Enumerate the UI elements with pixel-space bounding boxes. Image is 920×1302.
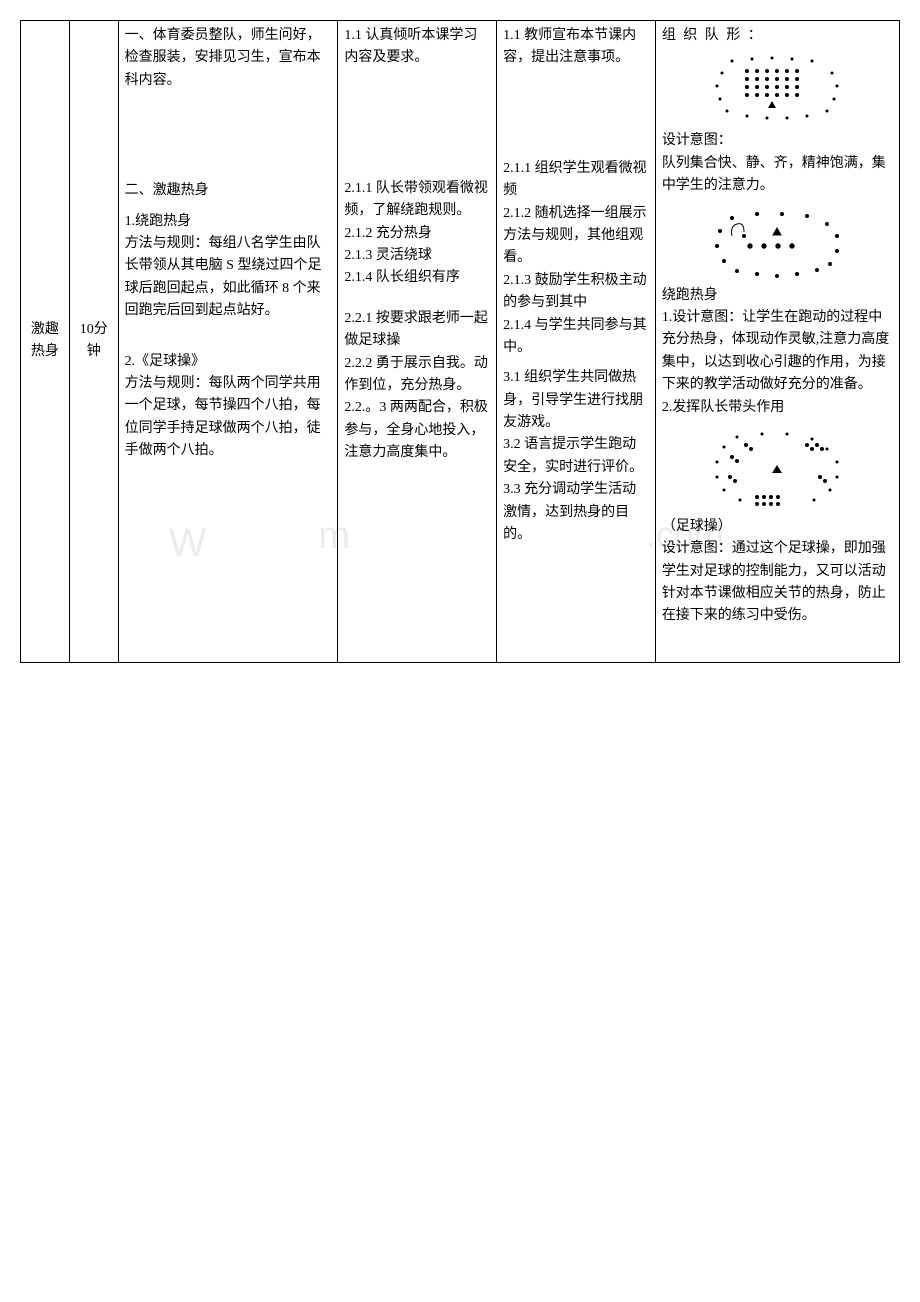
duration-label: 10分钟	[76, 319, 112, 364]
design-3-body: 设计意图：通过这个足球操，即加强学生对足球的控制能力，又可以活动针对本节课做相应…	[662, 538, 893, 628]
teacher-1-1: 1.1 教师宣布本节课内容，提出注意事项。	[503, 25, 649, 70]
design-2-1: 1.设计意图：让学生在跑动的过程中充分热身，体现动作灵敏,注意力高度集中，以达到…	[662, 307, 893, 397]
student-2-1-4: 2.1.4 队长组织有序	[344, 267, 490, 289]
duration-cell: 10分钟	[69, 21, 118, 663]
student-2-2-2: 2.2.2 勇于展示自我。动作到位，充分热身。	[344, 353, 490, 398]
formation-diagram-3	[702, 427, 852, 512]
teacher-2-1-4: 2.1.4 与学生共同参与其中。	[503, 315, 649, 360]
design-cell: .com 组 织 队 形 ：	[655, 21, 899, 663]
teacher-3-1: 3.1 组织学生共同做热身，引导学生进行找朋友游戏。	[503, 367, 649, 434]
teacher-2-1-2: 2.1.2 随机选择一组展示方法与规则，其他组观看。	[503, 203, 649, 270]
table-row: 激趣热身 10分钟 W 一、体育委员整队，师生问好，检查服装，安排见习生，宣布本…	[21, 21, 900, 663]
formation-diagram-2	[702, 206, 852, 281]
design-2-title: 绕跑热身	[662, 285, 893, 307]
watermark-text: W	[169, 511, 207, 575]
content-part1: 一、体育委员整队，师生问好，检查服装，安排见习生，宣布本科内容。	[125, 25, 332, 92]
design-2-2: 2.发挥队长带头作用	[662, 397, 893, 419]
content-sub1-label: 1.绕跑热身	[125, 211, 332, 233]
student-activity-cell: m 1.1 认真倾听本课学习内容及要求。 2.1.1 队长带领观看微视频，了解绕…	[338, 21, 497, 663]
content-part2-title: 二、激趣热身	[125, 180, 332, 202]
phase-cell: 激趣热身	[21, 21, 70, 663]
student-2-2-1: 2.2.1 按要求跟老师一起做足球操	[344, 308, 490, 353]
lesson-plan-table: 激趣热身 10分钟 W 一、体育委员整队，师生问好，检查服装，安排见习生，宣布本…	[20, 20, 900, 663]
formation-diagram-1	[702, 51, 852, 126]
formation-label: 组 织 队 形 ：	[662, 25, 893, 47]
content-cell: W 一、体育委员整队，师生问好，检查服装，安排见习生，宣布本科内容。 二、激趣热…	[118, 21, 338, 663]
student-2-1-2: 2.1.2 充分热身	[344, 223, 490, 245]
teacher-3-3: 3.3 充分调动学生活动激情，达到热身的目的。	[503, 479, 649, 546]
phase-label: 激趣热身	[27, 319, 63, 364]
design-3-label: （足球操）	[662, 516, 893, 538]
content-sub2-method: 方法与规则：每队两个同学共用一个足球，每节操四个八拍，每位同学手持足球做两个八拍…	[125, 373, 332, 463]
student-2-1-3: 2.1.3 灵活绕球	[344, 245, 490, 267]
content-sub2-label: 2.《足球操》	[125, 351, 332, 373]
student-1-1: 1.1 认真倾听本课学习内容及要求。	[344, 25, 490, 70]
design-1-body: 队列集合快、静、齐，精神饱满，集中学生的注意力。	[662, 153, 893, 198]
teacher-2-1-1: 2.1.1 组织学生观看微视频	[503, 158, 649, 203]
teacher-activity-cell: 1.1 教师宣布本节课内容，提出注意事项。 2.1.1 组织学生观看微视频 2.…	[497, 21, 656, 663]
teacher-2-1-3: 2.1.3 鼓励学生积极主动的参与到其中	[503, 270, 649, 315]
design-1-title: 设计意图：	[662, 130, 893, 152]
content-sub1-method: 方法与规则：每组八名学生由队长带领从其电脑 S 型绕过四个足球后跑回起点，如此循…	[125, 233, 332, 323]
teacher-3-2: 3.2 语言提示学生跑动安全，实时进行评价。	[503, 434, 649, 479]
student-2-1-1: 2.1.1 队长带领观看微视频，了解绕跑规则。	[344, 178, 490, 223]
student-2-2-3: 2.2.。3 两两配合，积极参与，全身心地投入，注意力高度集中。	[344, 397, 490, 464]
